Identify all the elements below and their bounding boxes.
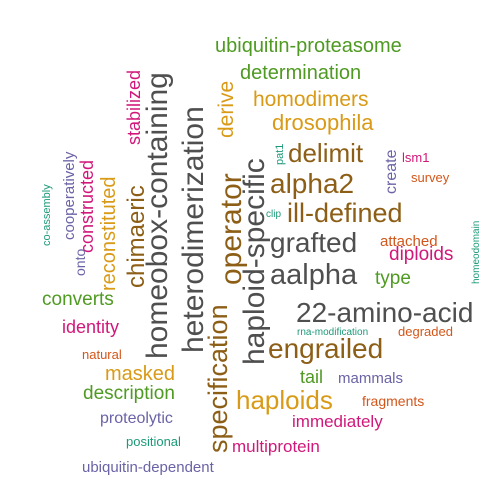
cloud-word: tail bbox=[300, 367, 323, 387]
cloud-word: positional bbox=[126, 434, 181, 449]
cloud-word: haploids bbox=[236, 385, 333, 415]
cloud-word: ubiquitin-dependent bbox=[82, 459, 215, 476]
cloud-word: degraded bbox=[398, 324, 453, 339]
cloud-word: description bbox=[83, 383, 175, 404]
cloud-word: homeodomain bbox=[471, 221, 482, 284]
cloud-word: constructed bbox=[77, 160, 97, 253]
cloud-word: proteolytic bbox=[100, 410, 173, 427]
cloud-word: aalpha bbox=[270, 259, 358, 291]
cloud-word: co-assembly bbox=[41, 184, 53, 246]
cloud-word: converts bbox=[42, 289, 114, 310]
cloud-word: create bbox=[383, 149, 400, 194]
cloud-word: grafted bbox=[270, 227, 357, 258]
cloud-word: mammals bbox=[338, 370, 403, 387]
cloud-word: derive bbox=[215, 81, 238, 138]
cloud-word: ubiquitin-proteasome bbox=[215, 35, 402, 57]
cloud-word: chimaeric bbox=[123, 185, 150, 288]
cloud-word: reconstituted bbox=[98, 176, 120, 291]
cloud-word: homodimers bbox=[253, 88, 369, 111]
cloud-word: pat1 bbox=[274, 144, 286, 165]
cloud-word: ill-defined bbox=[287, 198, 403, 228]
cloud-word: onto bbox=[72, 249, 88, 276]
cloud-word: immediately bbox=[292, 412, 383, 431]
cloud-word: identity bbox=[62, 317, 119, 337]
cloud-word: cooperatively bbox=[61, 151, 78, 240]
cloud-word: engrailed bbox=[268, 333, 383, 364]
cloud-word: masked bbox=[105, 363, 175, 385]
cloud-word: fragments bbox=[362, 393, 424, 409]
cloud-word: attached bbox=[380, 233, 438, 250]
cloud-word: delimit bbox=[288, 138, 364, 168]
cloud-word: stabilized bbox=[124, 70, 144, 145]
cloud-word: specification bbox=[203, 304, 233, 453]
cloud-word: alpha2 bbox=[270, 168, 354, 199]
cloud-word: diploids bbox=[389, 244, 453, 265]
cloud-word: operator bbox=[215, 173, 248, 285]
cloud-word: lsm1 bbox=[402, 150, 429, 165]
cloud-word: clip bbox=[266, 209, 281, 220]
cloud-word: homeobox-containing bbox=[141, 72, 174, 359]
cloud-word: drosophila bbox=[272, 110, 374, 135]
cloud-word: multiprotein bbox=[232, 437, 320, 456]
cloud-word: haploid-specific bbox=[238, 158, 271, 365]
cloud-word: survey bbox=[411, 170, 450, 185]
cloud-word: natural bbox=[82, 347, 122, 362]
cloud-word: type bbox=[375, 268, 411, 289]
cloud-word: heterodimerization bbox=[177, 106, 210, 353]
cloud-word: determination bbox=[240, 62, 361, 84]
cloud-word: rna-modification bbox=[297, 327, 368, 338]
cloud-word: 22-amino-acid bbox=[296, 297, 473, 328]
